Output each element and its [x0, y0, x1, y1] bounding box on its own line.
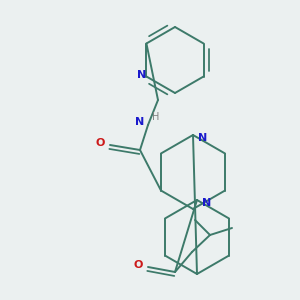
Text: N: N — [135, 117, 145, 127]
Text: N: N — [137, 70, 146, 80]
Text: O: O — [133, 260, 143, 270]
Text: N: N — [202, 198, 211, 208]
Text: H: H — [152, 112, 160, 122]
Text: N: N — [198, 133, 208, 143]
Text: O: O — [95, 138, 105, 148]
